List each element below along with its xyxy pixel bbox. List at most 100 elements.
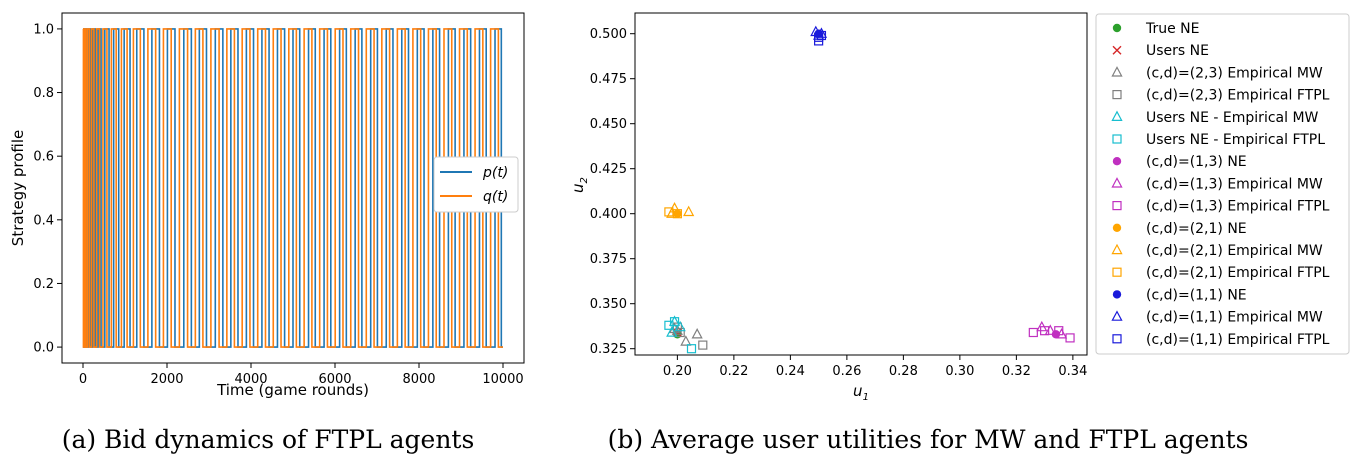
x-tick-label: 10000 (482, 372, 523, 387)
data-point (669, 317, 680, 327)
x-tick-label: 0.20 (663, 364, 692, 379)
legend-label: (c,d)=(1,1) Empirical FTPL (1146, 332, 1330, 348)
x-tick-label: 6000 (318, 372, 351, 387)
y-axis-label: Strategy profile (9, 130, 27, 246)
data-point (666, 326, 678, 337)
y-tick-label: 0.450 (590, 117, 627, 132)
y-tick-label: 1.0 (33, 22, 54, 37)
legend-marker (1111, 310, 1123, 321)
legend-marker (1111, 177, 1123, 188)
data-point (683, 205, 695, 217)
x-tick-label: 0 (79, 372, 87, 387)
legend-label: (c,d)=(2,3) Empirical MW (1146, 65, 1323, 81)
y-axis-ticks: 0.0 0.2 0.4 0.6 0.8 1.0 (33, 22, 62, 356)
data-point (675, 327, 685, 338)
data-point (1028, 327, 1038, 338)
scatter-points (664, 25, 1075, 354)
legend-marker (1112, 267, 1122, 277)
y-tick-label: 0.0 (33, 341, 54, 356)
legend-box (433, 156, 519, 213)
y-tick-label: 0.2 (33, 277, 54, 292)
legend-marker (1112, 89, 1122, 100)
y-tick-label: 0.6 (33, 150, 54, 165)
legend-label: (c,d)=(2,3) Empirical FTPL (1146, 88, 1330, 104)
caption-b: (b) Average user utilities for MW and FT… (608, 425, 1249, 454)
data-point (680, 335, 692, 346)
data-point (816, 30, 827, 41)
legend-marker (1111, 110, 1123, 121)
y-tick-label: 0.400 (590, 207, 627, 222)
series-line-p (83, 28, 503, 348)
legend-marker (1112, 134, 1122, 144)
x-axis-ticks: 0 2000 4000 6000 8000 10000 (79, 363, 524, 387)
x-tick-label: 4000 (234, 372, 267, 387)
legend-marker (1112, 45, 1122, 55)
data-point (698, 340, 708, 350)
legend-marker (1112, 334, 1122, 344)
data-point (814, 32, 824, 42)
x-tick-label: 0.22 (719, 364, 748, 379)
x-axis-label: Time (game rounds) (216, 381, 369, 399)
x-axis-label: u1 (853, 382, 869, 403)
legend-marker (1112, 290, 1122, 299)
x-tick-label: 2000 (150, 372, 183, 387)
series-group (82, 28, 503, 348)
legend-label: Users NE (1146, 43, 1209, 59)
legend-label: (c,d)=(1,1) Empirical MW (1146, 310, 1323, 326)
legend-label-p: p(t) (482, 165, 508, 181)
legend-label: (c,d)=(1,3) Empirical MW (1146, 176, 1323, 192)
legend-label: (c,d)=(2,1) Empirical FTPL (1146, 265, 1330, 281)
data-point (691, 328, 703, 339)
legend-label-q: q(t) (483, 189, 508, 205)
data-point (674, 320, 686, 332)
y-tick-label: 0.4 (33, 213, 54, 228)
legend-marker (1112, 157, 1122, 166)
data-point (1044, 324, 1056, 335)
x-tick-label: 0.26 (832, 364, 861, 379)
legend-marker (1112, 223, 1122, 232)
x-tick-label: 0.28 (889, 364, 918, 379)
data-point (1055, 328, 1068, 339)
x-tick-label: 8000 (402, 372, 435, 387)
y-tick-label: 0.325 (590, 342, 627, 357)
legend-label: (c,d)=(2,1) Empirical MW (1146, 243, 1323, 259)
x-tick-label: 0.24 (776, 364, 805, 379)
legend-marker (1112, 23, 1122, 33)
legend: p(t) q(t) (433, 156, 519, 213)
data-point (1065, 333, 1075, 343)
caption-a: (a) Bid dynamics of FTPL agents (62, 425, 475, 454)
y-tick-label: 0.475 (590, 72, 627, 87)
data-point (666, 207, 678, 218)
data-point (1054, 326, 1064, 336)
x-tick-label: 0.30 (945, 364, 974, 379)
series-line-q (82, 28, 503, 348)
y-tick-label: 0.350 (590, 297, 627, 312)
plot-frame (634, 12, 1088, 356)
legend: True NE Users NE (c,d)=(2,3) Empirical MW (… (1095, 13, 1350, 355)
y-tick-label: 0.425 (590, 162, 627, 177)
legend-label: Users NE - Empirical MW (1146, 110, 1319, 126)
plot-frame (61, 12, 525, 364)
data-point (672, 209, 682, 219)
legend-box (1095, 13, 1350, 355)
legend-label: (c,d)=(2,1) NE (1146, 221, 1247, 237)
legend-marker (1111, 66, 1123, 77)
legend-marker (1112, 201, 1122, 211)
chart-bid-dynamics: 0 2000 4000 6000 8000 10000 0.0 0.2 0.4 0.6 0.8 1.… (9, 12, 525, 454)
legend-label: (c,d)=(1,1) NE (1146, 287, 1247, 303)
data-point (686, 344, 697, 354)
data-point (671, 324, 683, 335)
y-axis-ticks: 0.325 0.350 0.375 0.400 0.425 0.450 0.475 0.500 (590, 27, 635, 357)
y-axis-label: u2 (569, 177, 590, 193)
data-point (1040, 326, 1050, 336)
x-axis-ticks: 0.20 0.22 0.24 0.26 0.28 0.30 0.32 0.34 (663, 355, 1087, 379)
legend-label: True NE (1145, 21, 1200, 37)
x-tick-label: 0.34 (1058, 364, 1087, 379)
y-tick-label: 0.375 (590, 252, 627, 267)
y-tick-label: 0.8 (33, 86, 54, 101)
legend-marker (1111, 243, 1123, 255)
y-tick-label: 0.500 (590, 27, 627, 42)
chart-user-utilities: 0.20 0.22 0.24 0.26 0.28 0.30 0.32 0.34 0.3250.… (569, 12, 1350, 454)
x-tick-label: 0.32 (1002, 364, 1031, 379)
